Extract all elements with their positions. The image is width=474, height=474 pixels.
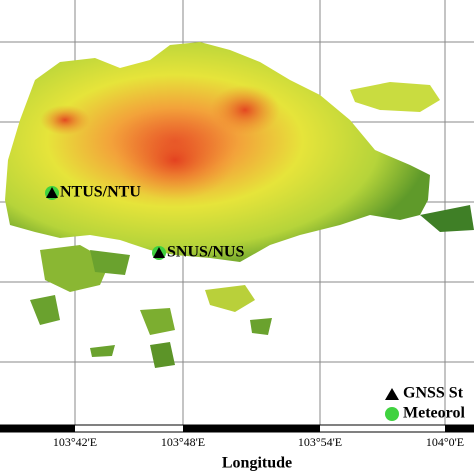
frame [0,424,474,433]
station-label: SNUS/NUS [167,244,244,261]
x-tick-label: 104°0'E [426,435,464,449]
legend-circle [385,407,399,421]
station-label: NTUS/NTU [60,184,141,201]
x-tick-label: 103°48'E [161,435,205,449]
land [5,42,474,368]
station-ntus: NTUS/NTU [45,184,141,201]
legend-label: Meteorol [403,405,465,422]
x-axis-label: Longitude [222,455,292,472]
legend-triangle [385,388,399,400]
x-tick-label: 103°42'E [53,435,97,449]
station-snus: SNUS/NUS [152,244,244,261]
legend-label: GNSS St [403,385,464,402]
legend: GNSS St Meteorol [385,385,465,422]
x-tick-label: 103°54'E [298,435,342,449]
